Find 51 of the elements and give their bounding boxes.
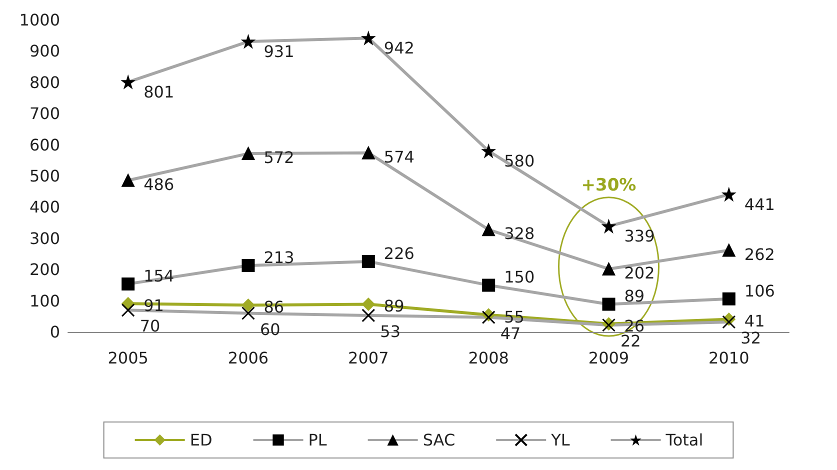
y-tick-label: 200 <box>29 260 60 280</box>
point <box>242 298 255 312</box>
data-label: 328 <box>504 224 535 244</box>
x-tick-label: 2010 <box>708 348 750 368</box>
data-label: 154 <box>144 266 174 286</box>
data-label: 213 <box>264 248 294 268</box>
x-tick-label: 2008 <box>468 348 509 368</box>
data-label: 70 <box>140 316 160 336</box>
x-tick-label: 2005 <box>108 348 148 368</box>
y-tick-label: 600 <box>29 135 60 154</box>
data-label: 22 <box>620 332 641 351</box>
y-tick-label: 400 <box>29 198 60 217</box>
y-tick-label: 300 <box>29 228 60 248</box>
data-label: 150 <box>504 268 535 287</box>
data-label: 32 <box>740 328 762 348</box>
point <box>362 298 375 311</box>
y-tick-label: 700 <box>29 104 60 124</box>
y-tick-label: 100 <box>29 291 60 310</box>
y-tick-label: 1000 <box>19 10 60 30</box>
data-label: 339 <box>624 226 655 246</box>
y-tick-label: 900 <box>29 42 60 61</box>
legend-label: ED <box>190 430 212 450</box>
data-label: 486 <box>144 174 174 194</box>
legend-label: SAC <box>422 430 456 450</box>
data-label: 41 <box>744 312 765 331</box>
y-tick-label: 0 <box>50 322 60 342</box>
data-label: 572 <box>264 148 294 168</box>
data-label: 47 <box>500 324 521 343</box>
data-label: 202 <box>624 263 655 282</box>
annotation: +30% <box>581 175 636 196</box>
data-label: 801 <box>144 82 174 102</box>
x-tick-label: 2007 <box>348 348 389 368</box>
data-label: 226 <box>384 244 414 263</box>
data-label: 106 <box>744 281 775 300</box>
y-tick-label: 800 <box>29 72 60 92</box>
data-label: 580 <box>504 152 535 171</box>
x-tick-label: 2009 <box>588 348 630 368</box>
data-label: 53 <box>380 322 401 341</box>
legend-label: Total <box>664 430 704 450</box>
data-label: 55 <box>504 307 524 326</box>
legend-label: PL <box>308 430 327 450</box>
legend-label: YL <box>550 430 570 450</box>
data-label: 574 <box>384 147 414 166</box>
data-label: 931 <box>264 42 294 62</box>
x-tick-label: 2006 <box>228 348 269 368</box>
data-label: 60 <box>260 320 280 339</box>
data-label: 441 <box>744 194 775 214</box>
data-label: 942 <box>384 38 414 58</box>
y-tick-label: 500 <box>29 166 60 186</box>
data-label: 262 <box>744 244 775 264</box>
data-label: 89 <box>624 286 645 306</box>
